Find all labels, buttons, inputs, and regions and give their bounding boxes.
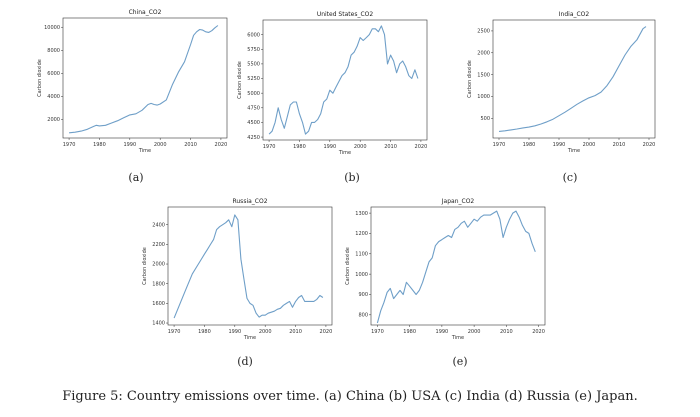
- y-tick-label: 2400: [152, 222, 165, 228]
- series-line: [69, 25, 219, 134]
- x-tick-label: 1980: [93, 142, 106, 148]
- y-tick-label: 6000: [47, 71, 60, 77]
- y-tick-label: 1200: [355, 231, 368, 237]
- x-tick-label: 2010: [500, 329, 513, 335]
- x-axis-label: Time: [451, 335, 464, 341]
- y-tick-label: 2000: [152, 262, 165, 268]
- x-tick-label: 1990: [123, 142, 136, 148]
- chart-panel-4: Russia_CO2 1970 1980 1990 2000 2010 2020 1400 16…: [142, 198, 333, 368]
- x-axis-label: Time: [338, 150, 351, 156]
- y-axis-label: Carbon dioxide: [345, 247, 351, 285]
- x-axis-label: Time: [138, 148, 151, 154]
- y-tick-label: 8000: [47, 48, 60, 54]
- y-tick-label: 900: [358, 292, 368, 298]
- y-axis-label: Carbon dioxide: [142, 247, 148, 285]
- x-tick-label: 2020: [320, 329, 333, 335]
- chart-panel-5: Japan_CO2 1970 1980 1990 2000 2010 2020 800 900 1…: [345, 198, 546, 368]
- y-tick-label: 5750: [247, 47, 260, 53]
- x-tick-label: 1990: [436, 329, 449, 335]
- series-line: [376, 210, 536, 324]
- y-tick-label: 4750: [247, 106, 260, 112]
- x-tick-label: 1990: [323, 144, 336, 150]
- y-tick-label: 1600: [152, 301, 165, 307]
- chart-panel-3: India_CO2 1970 1980 1990 2000 2010 2020 500 1000…: [467, 11, 655, 184]
- plot-frame: [167, 206, 333, 326]
- y-tick-label: 5250: [247, 76, 260, 82]
- y-tick-label: 1800: [152, 281, 165, 287]
- y-tick-label: 1100: [355, 251, 368, 257]
- x-tick-label: 2000: [154, 142, 167, 148]
- x-tick-label: 1970: [493, 142, 506, 148]
- subfigure-label: (d): [237, 355, 253, 368]
- plot-frame: [492, 19, 656, 139]
- x-axis-label: Time: [243, 335, 256, 341]
- y-tick-label: 6000: [247, 32, 260, 38]
- x-tick-label: 2010: [184, 142, 197, 148]
- x-tick-label: 2000: [468, 329, 481, 335]
- y-tick-label: 500: [480, 116, 490, 122]
- chart-title: Japan_CO2: [441, 198, 475, 205]
- x-tick-label: 2000: [259, 329, 272, 335]
- chart-title: Russia_CO2: [232, 198, 267, 205]
- plot-frame: [62, 17, 228, 139]
- x-tick-label: 2020: [215, 142, 228, 148]
- y-tick-label: 5500: [247, 62, 260, 68]
- x-tick-label: 2010: [384, 144, 397, 150]
- x-axis-label: Time: [567, 148, 580, 154]
- subfigure-label: (e): [452, 355, 467, 368]
- y-tick-label: 1300: [355, 211, 368, 217]
- x-tick-label: 1980: [198, 329, 211, 335]
- x-tick-label: 2020: [415, 144, 428, 150]
- y-tick-label: 1000: [355, 272, 368, 278]
- y-axis-label: Carbon dioxide: [467, 60, 473, 98]
- chart-title: China_CO2: [129, 9, 162, 16]
- x-tick-label: 2000: [354, 144, 367, 150]
- x-tick-label: 2020: [532, 329, 545, 335]
- plot-frame: [370, 206, 546, 326]
- y-tick-label: 5000: [247, 91, 260, 97]
- x-tick-label: 1970: [63, 142, 76, 148]
- y-tick-label: 4000: [47, 94, 60, 100]
- y-tick-label: 1000: [477, 94, 490, 100]
- plot-frame: [262, 19, 428, 141]
- chart-panel-2: United States_CO2 1970 1980 1990 2000 2010 202…: [237, 11, 428, 184]
- x-tick-label: 1970: [371, 329, 384, 335]
- x-tick-label: 1970: [263, 144, 276, 150]
- subfigure-label: (c): [563, 171, 578, 184]
- subfigure-label: (b): [344, 171, 360, 184]
- x-tick-label: 1970: [168, 329, 181, 335]
- series-line: [498, 26, 647, 132]
- x-tick-label: 1980: [293, 144, 306, 150]
- y-tick-label: 4250: [247, 135, 260, 141]
- x-tick-label: 1980: [523, 142, 536, 148]
- y-tick-label: 800: [358, 313, 368, 319]
- x-tick-label: 1990: [553, 142, 566, 148]
- x-tick-label: 1990: [228, 329, 241, 335]
- series-line: [268, 25, 419, 135]
- x-tick-label: 1980: [403, 329, 416, 335]
- y-axis-label: Carbon dioxide: [237, 61, 243, 99]
- chart-title: India_CO2: [559, 11, 590, 18]
- y-tick-label: 1500: [477, 72, 490, 78]
- series-line: [173, 214, 324, 319]
- subfigure-label: (a): [128, 171, 143, 184]
- chart-title: United States_CO2: [317, 11, 374, 18]
- chart-panel-1: China_CO2 1970 1980 1990 2000 2010 2020 2000 400…: [37, 9, 228, 184]
- x-tick-label: 2000: [583, 142, 596, 148]
- figure-caption: Figure 5: Country emissions over time. (…: [62, 389, 638, 404]
- y-tick-label: 2200: [152, 242, 165, 248]
- y-tick-label: 10000: [44, 25, 60, 31]
- y-tick-label: 4500: [247, 120, 260, 126]
- y-tick-label: 2000: [477, 50, 490, 56]
- y-tick-label: 1400: [152, 321, 165, 327]
- x-tick-label: 2010: [613, 142, 626, 148]
- x-tick-label: 2020: [643, 142, 656, 148]
- x-tick-label: 2010: [289, 329, 302, 335]
- y-tick-label: 2000: [47, 117, 60, 123]
- y-axis-label: Carbon dioxide: [37, 59, 43, 97]
- y-tick-label: 2500: [477, 29, 490, 35]
